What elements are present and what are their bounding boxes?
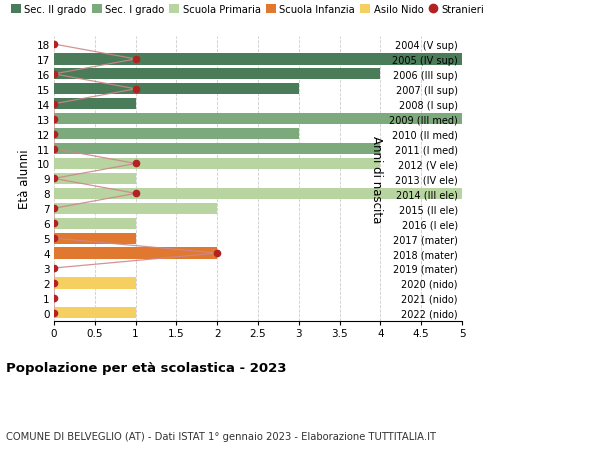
Bar	[54, 308, 136, 319]
Bar	[54, 69, 380, 80]
Y-axis label: Anni di nascita: Anni di nascita	[370, 135, 383, 223]
Bar	[54, 174, 136, 185]
Bar	[54, 129, 299, 140]
Bar	[54, 114, 462, 125]
Text: COMUNE DI BELVEGLIO (AT) - Dati ISTAT 1° gennaio 2023 - Elaborazione TUTTITALIA.: COMUNE DI BELVEGLIO (AT) - Dati ISTAT 1°…	[6, 431, 436, 441]
Y-axis label: Età alunni: Età alunni	[18, 149, 31, 209]
Bar	[54, 158, 380, 170]
Legend: Sec. II grado, Sec. I grado, Scuola Primaria, Scuola Infanzia, Asilo Nido, Stran: Sec. II grado, Sec. I grado, Scuola Prim…	[11, 5, 485, 15]
Bar	[54, 144, 380, 155]
Bar	[54, 218, 136, 230]
Bar	[54, 233, 136, 244]
Bar	[54, 99, 136, 110]
Bar	[54, 54, 462, 65]
Bar	[54, 278, 136, 289]
Bar	[54, 203, 217, 214]
Bar	[54, 188, 462, 200]
Bar	[54, 84, 299, 95]
Bar	[54, 248, 217, 259]
Text: Popolazione per età scolastica - 2023: Popolazione per età scolastica - 2023	[6, 361, 287, 374]
